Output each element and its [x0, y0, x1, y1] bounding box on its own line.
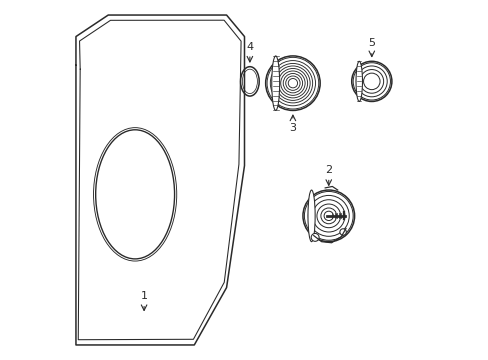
Ellipse shape	[355, 61, 362, 102]
Ellipse shape	[240, 67, 259, 96]
Text: 1: 1	[141, 291, 147, 301]
Ellipse shape	[307, 190, 314, 242]
Text: 3: 3	[289, 123, 296, 133]
Text: 2: 2	[325, 165, 332, 175]
Ellipse shape	[271, 56, 279, 111]
Text: 4: 4	[246, 42, 253, 51]
Text: 5: 5	[367, 39, 374, 48]
Circle shape	[310, 233, 319, 241]
Circle shape	[339, 229, 346, 235]
